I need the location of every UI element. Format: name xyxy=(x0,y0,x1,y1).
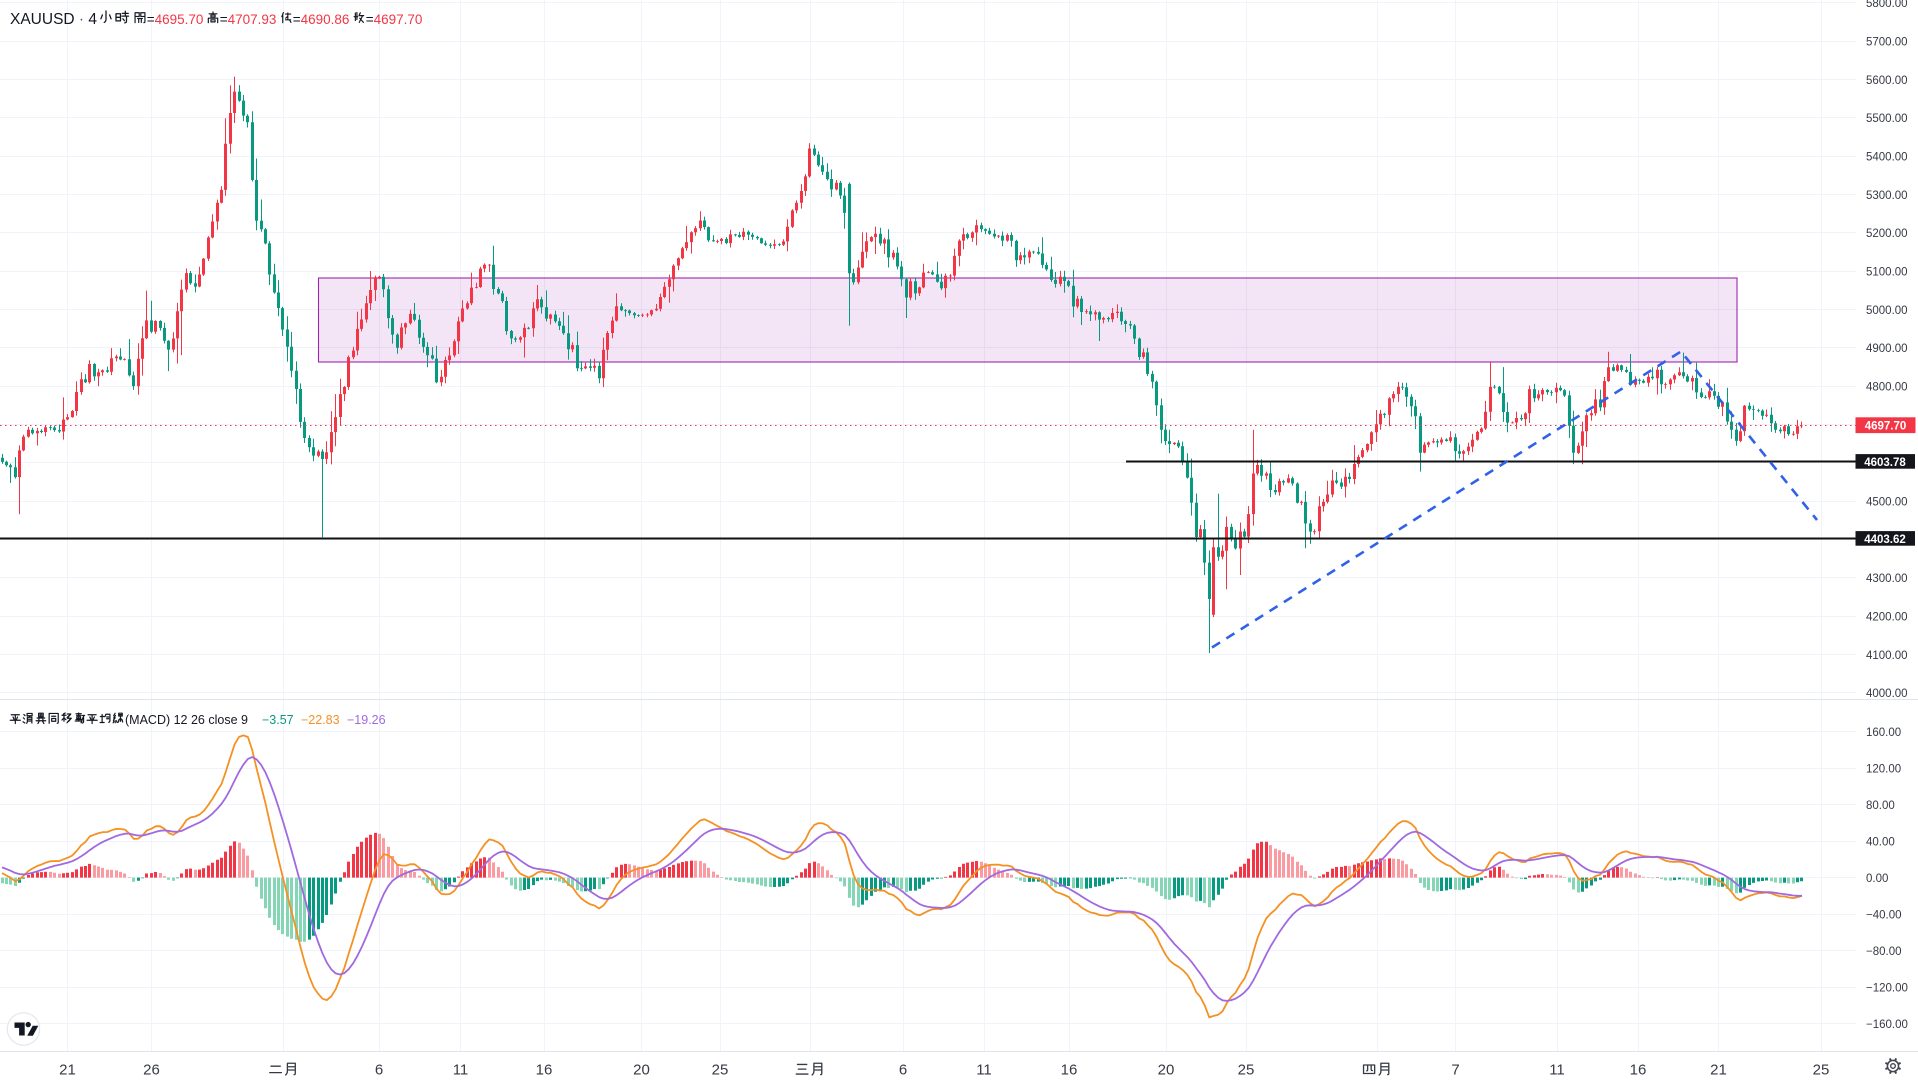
svg-text:−160.00: −160.00 xyxy=(1866,1019,1908,1031)
svg-text:20: 20 xyxy=(633,1062,650,1079)
svg-text:5100.00: 5100.00 xyxy=(1866,267,1908,279)
svg-text:=4707.93: =4707.93 xyxy=(220,12,277,27)
svg-text:5400.00: 5400.00 xyxy=(1866,152,1908,164)
svg-text:16: 16 xyxy=(1061,1062,1078,1079)
svg-text:4900.00: 4900.00 xyxy=(1866,343,1908,355)
svg-text:−3.57: −3.57 xyxy=(262,713,294,727)
svg-text:5700.00: 5700.00 xyxy=(1866,37,1908,49)
svg-text:4500.00: 4500.00 xyxy=(1866,497,1908,509)
svg-text:−22.83: −22.83 xyxy=(301,713,340,727)
svg-text:4603.78: 4603.78 xyxy=(1864,457,1906,469)
svg-text:4300.00: 4300.00 xyxy=(1866,573,1908,585)
svg-text:5200.00: 5200.00 xyxy=(1866,228,1908,240)
svg-text:−40.00: −40.00 xyxy=(1866,909,1902,921)
svg-text:XAUUSD · 4: XAUUSD · 4 xyxy=(10,11,97,28)
svg-text:6: 6 xyxy=(899,1062,907,1079)
svg-text:=4695.70: =4695.70 xyxy=(147,12,204,27)
svg-text:120.00: 120.00 xyxy=(1866,763,1901,775)
svg-text:4697.70: 4697.70 xyxy=(1865,421,1907,433)
svg-text:6: 6 xyxy=(375,1062,383,1079)
svg-text:0.00: 0.00 xyxy=(1866,873,1888,885)
svg-text:=4690.86: =4690.86 xyxy=(293,12,350,27)
svg-text:160.00: 160.00 xyxy=(1866,727,1901,739)
svg-text:4800.00: 4800.00 xyxy=(1866,382,1908,394)
svg-text:5800.00: 5800.00 xyxy=(1866,0,1908,10)
svg-text:26: 26 xyxy=(143,1062,160,1079)
svg-text:−80.00: −80.00 xyxy=(1866,946,1902,958)
svg-text:−19.26: −19.26 xyxy=(347,713,386,727)
svg-text:4200.00: 4200.00 xyxy=(1866,612,1908,624)
svg-text:11: 11 xyxy=(976,1062,992,1079)
svg-text:5000.00: 5000.00 xyxy=(1866,305,1908,317)
svg-text:−120.00: −120.00 xyxy=(1866,982,1908,994)
svg-text:5500.00: 5500.00 xyxy=(1866,113,1908,125)
svg-text:16: 16 xyxy=(536,1062,553,1079)
svg-text:=4697.70: =4697.70 xyxy=(366,12,423,27)
svg-text:5300.00: 5300.00 xyxy=(1866,190,1908,202)
svg-text:21: 21 xyxy=(59,1062,76,1079)
svg-text:11: 11 xyxy=(453,1062,469,1079)
svg-text:4100.00: 4100.00 xyxy=(1866,650,1908,662)
svg-text:20: 20 xyxy=(1158,1062,1175,1079)
svg-text:25: 25 xyxy=(1813,1062,1830,1079)
svg-text:21: 21 xyxy=(1710,1062,1727,1079)
svg-text:11: 11 xyxy=(1549,1062,1565,1079)
svg-text:4403.62: 4403.62 xyxy=(1864,534,1906,546)
svg-text:5600.00: 5600.00 xyxy=(1866,75,1908,87)
svg-text:4000.00: 4000.00 xyxy=(1866,688,1908,700)
svg-text:16: 16 xyxy=(1630,1062,1647,1079)
svg-text:7: 7 xyxy=(1451,1062,1459,1079)
svg-text:(MACD) 12 26 close 9: (MACD) 12 26 close 9 xyxy=(125,713,248,727)
svg-text:80.00: 80.00 xyxy=(1866,800,1895,812)
svg-text:40.00: 40.00 xyxy=(1866,836,1895,848)
svg-text:25: 25 xyxy=(712,1062,729,1079)
svg-text:25: 25 xyxy=(1238,1062,1255,1079)
